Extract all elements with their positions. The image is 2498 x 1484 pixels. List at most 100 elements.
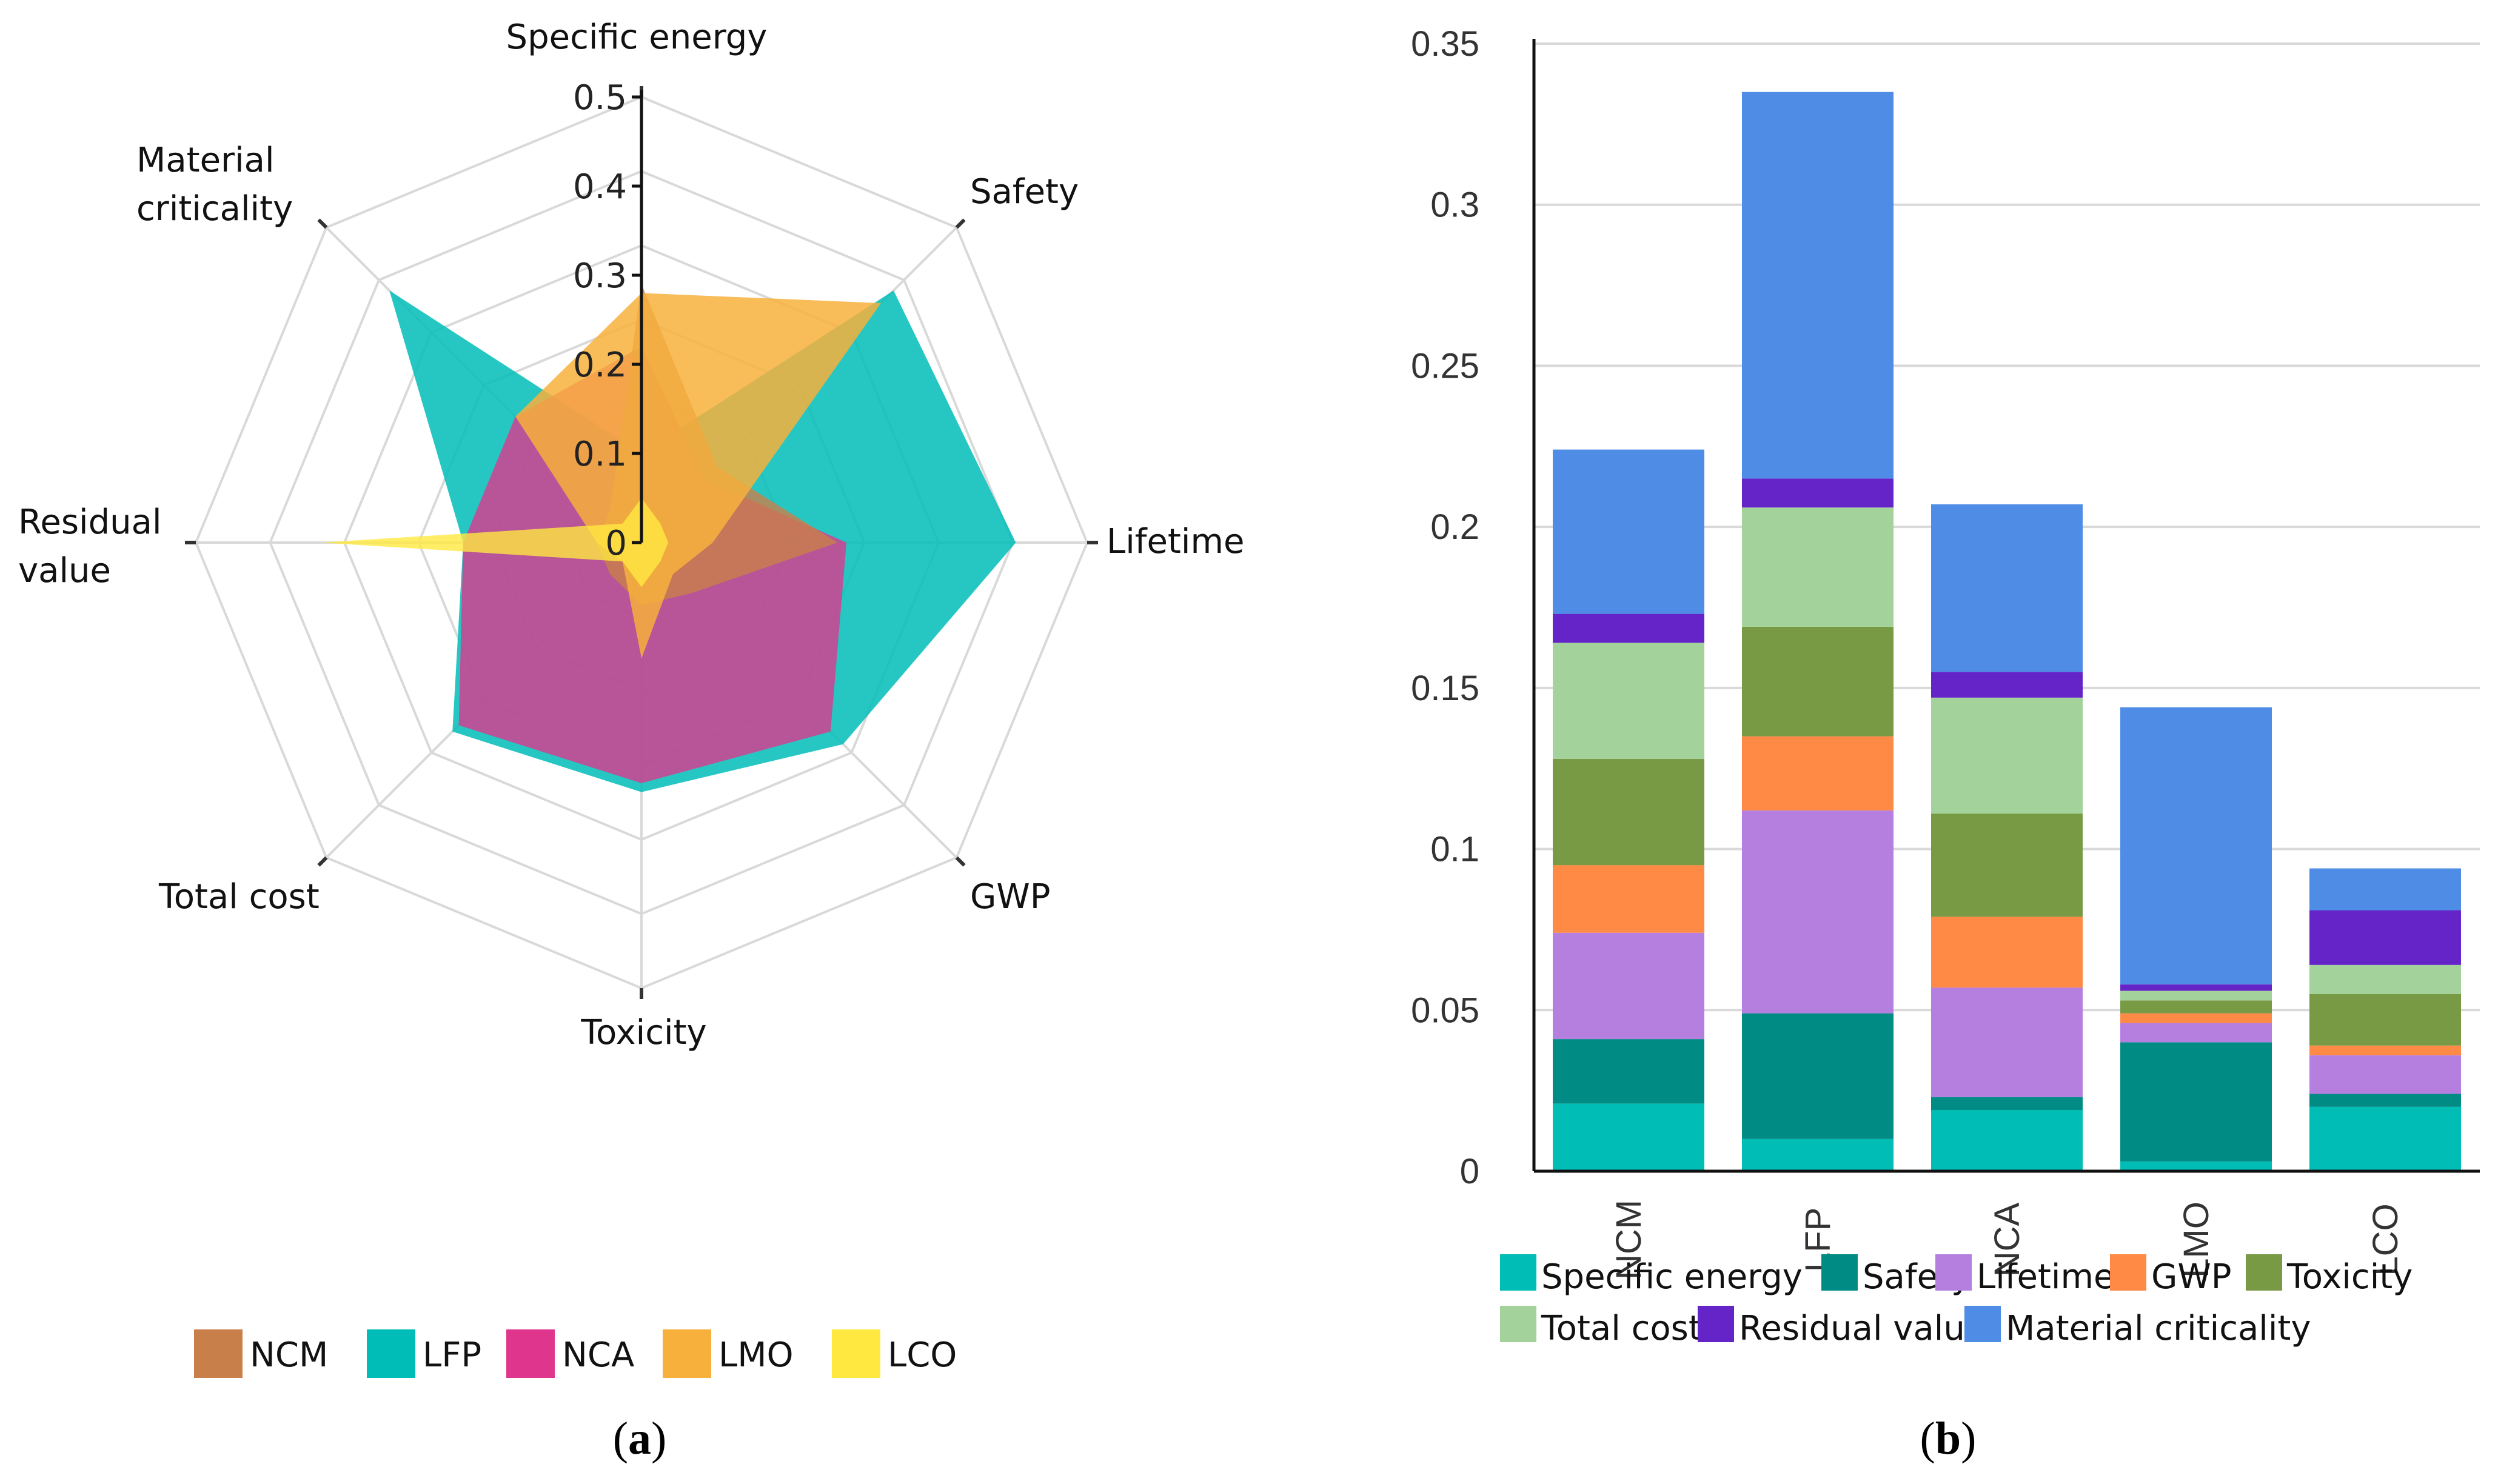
bar-segment-lco-gwp	[2309, 1045, 2461, 1055]
radar-legend: NCM LFP NCA LMO LCO	[194, 1329, 957, 1378]
bar-legend-swatch	[1500, 1254, 1536, 1291]
bar-ytick-label: 0.25	[1411, 346, 1479, 386]
bar-segment-lmo-material-criticality	[2120, 707, 2272, 984]
bar-segment-nca-specific-energy	[1931, 1110, 2083, 1171]
bar-segment-nca-lifetime	[1931, 988, 2083, 1097]
radar-tick-label: 0.4	[573, 167, 627, 207]
bar-segment-ncm-specific-energy	[1553, 1103, 1704, 1171]
radar-legend-item-lmo: LMO	[663, 1329, 794, 1378]
bar-segment-lfp-material-criticality	[1742, 92, 1894, 479]
bar-legend-item-toxicity: Toxicity	[2246, 1254, 2413, 1297]
radar-legend-item-nca: NCA	[506, 1329, 634, 1378]
bar-segment-lfp-residual-value	[1742, 478, 1894, 508]
bar-segment-lmo-residual-value	[2120, 984, 2272, 991]
radar-series-group	[320, 284, 1016, 792]
bar-xtick-label: LMO	[2177, 1202, 2216, 1278]
radar-axis-label-line: GWP	[970, 877, 1051, 917]
bar-segment-ncm-safety	[1553, 1039, 1704, 1104]
bar-legend-item-specific-energy: Specific energy	[1500, 1254, 1803, 1297]
bar-stack-lfp	[1742, 92, 1894, 1171]
bar-legend-item-gwp: GWP	[2110, 1254, 2232, 1297]
bar-legend-swatch	[1500, 1306, 1536, 1342]
bar-segment-lco-residual-value	[2309, 910, 2461, 965]
bar-segment-lfp-gwp	[1742, 736, 1894, 811]
panel-label-b-open: (	[1920, 1413, 1935, 1464]
bar-segment-lco-safety	[2309, 1094, 2461, 1107]
radar-axis-label-material-criticality: Material criticality	[136, 141, 293, 229]
bar-segment-lfp-safety	[1742, 1013, 1894, 1139]
radar-axis-label-line: criticality	[136, 189, 293, 229]
bar-segment-lco-lifetime	[2309, 1055, 2461, 1094]
radar-outer-tick	[317, 856, 328, 867]
bar-legend-swatch	[1935, 1254, 1972, 1291]
bar-stack-ncm	[1553, 449, 1704, 1171]
radar-legend-item-ncm: NCM	[194, 1329, 328, 1378]
bar-segment-lco-total-cost	[2309, 964, 2461, 994]
bar-segment-lmo-safety	[2120, 1042, 2272, 1161]
bar-ytick-label: 0.35	[1411, 24, 1479, 64]
bar-segment-lmo-specific-energy	[2120, 1161, 2272, 1171]
bar-axes: NCM LFP NCA LMO LCO	[1532, 39, 2480, 1280]
bar-ytick-label: 0	[1460, 1152, 1479, 1191]
bar-stack-lmo	[2120, 707, 2272, 1171]
bar-segment-nca-safety	[1931, 1097, 2083, 1111]
bar-segment-lfp-toxicity	[1742, 626, 1894, 737]
bar-xtick-label: NCA	[1987, 1202, 2027, 1277]
radar-legend-label: NCA	[562, 1335, 634, 1375]
radar-legend-swatch	[506, 1329, 555, 1378]
radar-legend-item-lfp: LFP	[367, 1329, 481, 1378]
radar-tick-label: 0.2	[573, 346, 627, 385]
radar-radial-axis: 0 0.1 0.2 0.3 0.4 0.5	[573, 78, 643, 563]
radar-outer-tick	[955, 218, 966, 229]
radar-legend-swatch	[367, 1329, 415, 1378]
panel-label-b-close: )	[1961, 1413, 1976, 1464]
bar-legend-label: Toxicity	[2286, 1257, 2413, 1297]
bar-stack-lco	[2309, 868, 2461, 1171]
radar-axis-label-total-cost: Total cost	[158, 877, 320, 917]
bar-legend-item-material-criticality: Material criticality	[1964, 1306, 2311, 1348]
radar-axis-label-specific-energy: Specific energy	[506, 18, 768, 57]
panel-label-b: (b)	[1920, 1413, 1977, 1464]
radar-outer-tick	[955, 856, 966, 867]
bar-legend-swatch	[1964, 1306, 2001, 1342]
bar-segment-ncm-material-criticality	[1553, 449, 1704, 614]
bar-legend-label: Residual value	[1739, 1309, 1986, 1348]
panel-label-b-letter: b	[1935, 1413, 1961, 1464]
radar-chart: 0 0.1 0.2 0.3 0.4 0.5 Specific energy Safety Li…	[18, 18, 1244, 1378]
stacked-bar-chart: 00.050.10.150.20.250.30.35 NCM LFP NCA LMO L…	[1411, 24, 2480, 1348]
bar-marks	[1553, 92, 2461, 1171]
bar-segment-lmo-total-cost	[2120, 991, 2272, 1001]
bar-legend-label: Total cost	[1541, 1309, 1702, 1348]
bar-segment-ncm-lifetime	[1553, 932, 1704, 1040]
bar-segment-nca-residual-value	[1931, 672, 2083, 698]
bar-segment-ncm-toxicity	[1553, 758, 1704, 866]
radar-axis-label-line: Lifetime	[1107, 522, 1244, 561]
bar-segment-lco-toxicity	[2309, 994, 2461, 1046]
radar-legend-label: LCO	[888, 1335, 957, 1375]
bar-stack-nca	[1931, 504, 2083, 1171]
bar-ytick-label: 0.3	[1430, 186, 1479, 225]
radar-axis-label-lifetime: Lifetime	[1107, 522, 1244, 561]
bar-legend-item-total-cost: Total cost	[1500, 1306, 1702, 1348]
radar-legend-label: NCM	[250, 1335, 328, 1375]
bar-legend-item-residual-value: Residual value	[1698, 1306, 1986, 1348]
radar-legend-swatch	[832, 1329, 880, 1378]
bar-segment-ncm-residual-value	[1553, 613, 1704, 643]
radar-axis-label-line: Total cost	[158, 877, 320, 917]
bar-segment-lmo-toxicity	[2120, 1000, 2272, 1014]
bar-segment-nca-material-criticality	[1931, 504, 2083, 672]
radar-axis-label-line: Safety	[970, 172, 1079, 212]
radar-outer-tick	[317, 218, 328, 229]
radar-tick-label: 0	[605, 524, 627, 563]
bar-segment-lfp-total-cost	[1742, 507, 1894, 627]
bar-legend-swatch	[1698, 1306, 1734, 1342]
bar-xtick-label: NCM	[1609, 1200, 1649, 1280]
bar-legend-label: GWP	[2151, 1257, 2232, 1297]
panel-label-a-letter: a	[628, 1413, 651, 1464]
bar-segment-lmo-gwp	[2120, 1013, 2272, 1023]
panel-label-a: (a)	[613, 1413, 667, 1464]
bar-legend-item-lifetime: Lifetime	[1935, 1254, 2114, 1297]
radar-tick-label: 0.1	[573, 435, 627, 474]
bar-ytick-label: 0.2	[1430, 507, 1479, 547]
